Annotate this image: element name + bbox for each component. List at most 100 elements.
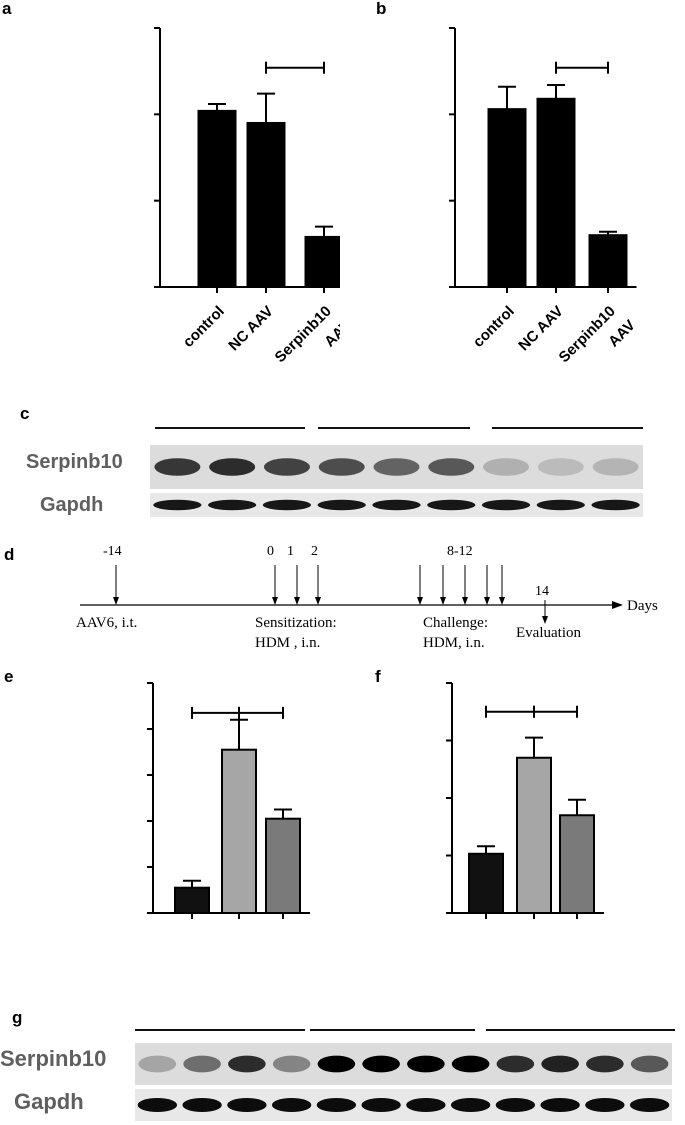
blot-band-target bbox=[496, 1055, 535, 1073]
blot-band-gapdh bbox=[262, 499, 312, 511]
timeline-arrowhead-small bbox=[113, 597, 119, 605]
blot-band-target bbox=[318, 458, 365, 476]
timeline-arrowhead bbox=[612, 601, 623, 609]
blot-band-gapdh bbox=[585, 1097, 625, 1113]
timeline-label-evaluation: Evaluation bbox=[516, 625, 581, 641]
timeline-mark-14: 14 bbox=[535, 584, 549, 599]
blot-band-gapdh bbox=[182, 1097, 222, 1113]
blot-band-target bbox=[451, 1055, 490, 1073]
bar bbox=[468, 852, 504, 914]
blot-band-gapdh bbox=[227, 1097, 267, 1113]
blot-band-gapdh bbox=[540, 1097, 580, 1113]
timeline-mark-2: 2 bbox=[311, 544, 318, 559]
panel-letter-c: c bbox=[20, 404, 29, 423]
blot-band-gapdh bbox=[317, 499, 366, 511]
timeline-arrowhead-small bbox=[484, 597, 490, 605]
blot-band-gapdh bbox=[137, 1097, 178, 1113]
bar bbox=[197, 109, 237, 288]
blot-band-target bbox=[272, 1055, 311, 1073]
blot-band-target bbox=[228, 1055, 266, 1073]
blot-g-row-label-target: Serpinb10 bbox=[0, 1046, 106, 1071]
timeline-mark-0: 0 bbox=[267, 544, 274, 559]
plot-e bbox=[147, 682, 310, 919]
blot-band-gapdh bbox=[406, 1097, 446, 1113]
panel-letter-d: d bbox=[4, 545, 14, 564]
blot-band-gapdh bbox=[481, 499, 531, 511]
bar bbox=[559, 814, 595, 914]
blot-band-gapdh bbox=[629, 1097, 670, 1113]
timeline-arrowhead-small bbox=[417, 597, 423, 605]
blot-band-gapdh bbox=[495, 1097, 536, 1113]
x-tick-label: NC AAV bbox=[225, 303, 277, 355]
x-tick-label: control bbox=[470, 303, 518, 351]
blot-band-target bbox=[537, 458, 584, 476]
bar bbox=[246, 121, 286, 289]
bar bbox=[221, 748, 257, 914]
blot-band-target bbox=[586, 1055, 624, 1073]
timeline-arrows bbox=[113, 565, 548, 624]
blot-c-row-label-gapdh: Gapdh bbox=[40, 494, 103, 516]
bar bbox=[588, 234, 628, 288]
timeline-arrowhead-evaluation bbox=[542, 616, 548, 624]
bar bbox=[174, 886, 210, 914]
blot-band-target bbox=[154, 458, 201, 476]
panel-letter-a: a bbox=[2, 0, 12, 18]
x-tick-label: control bbox=[180, 303, 228, 351]
chart-f: f bbox=[375, 667, 604, 919]
blot-band-gapdh bbox=[271, 1097, 312, 1113]
bar bbox=[516, 756, 552, 914]
blot-band-gapdh bbox=[361, 1097, 401, 1113]
timeline-mark-minus14: -14 bbox=[103, 544, 122, 559]
blot-band-gapdh bbox=[536, 499, 585, 511]
timeline-arrowhead-small bbox=[315, 597, 321, 605]
blot-membrane-target bbox=[135, 1043, 672, 1085]
panel-letter-e: e bbox=[4, 667, 13, 686]
blot-band-target bbox=[373, 458, 420, 476]
timeline-d: d Days -14 0 1 2 8-12 14 AAV6, i.t. Sens… bbox=[4, 544, 658, 651]
blot-c: c Serpinb10 Gapdh bbox=[20, 404, 643, 517]
blot-band-gapdh bbox=[427, 499, 476, 511]
timeline-label-challenge: Challenge: bbox=[423, 615, 488, 631]
blot-band-target bbox=[183, 1055, 221, 1073]
bar bbox=[536, 97, 576, 288]
blot-band-target bbox=[428, 458, 475, 476]
blot-band-gapdh bbox=[450, 1097, 491, 1113]
plot-f bbox=[446, 682, 604, 919]
blot-band-gapdh bbox=[372, 499, 421, 511]
timeline-label-sensitization-hdm: HDM , i.n. bbox=[255, 635, 320, 651]
blot-c-row-label-target: Serpinb10 bbox=[26, 451, 123, 473]
timeline-mark-1: 1 bbox=[287, 544, 294, 559]
blot-band-target bbox=[317, 1055, 356, 1073]
blot-membrane-gapdh bbox=[135, 1089, 672, 1121]
timeline-mark-8-12: 8-12 bbox=[447, 544, 473, 559]
timeline-arrowhead-small bbox=[294, 597, 300, 605]
timeline-axis-label: Days bbox=[627, 598, 658, 614]
blot-band-gapdh bbox=[153, 499, 202, 511]
bar bbox=[265, 817, 301, 914]
panel-letter-b: b bbox=[376, 0, 386, 18]
blot-band-target bbox=[138, 1055, 177, 1073]
blot-band-target bbox=[263, 458, 310, 476]
panel-letter-f: f bbox=[375, 667, 381, 686]
blot-band-target bbox=[483, 458, 530, 476]
bar bbox=[487, 108, 527, 288]
blot-c-lanes bbox=[150, 445, 643, 517]
blot-g-lanes bbox=[135, 1043, 672, 1121]
bar bbox=[304, 235, 340, 288]
timeline-arrowhead-small bbox=[440, 597, 446, 605]
timeline-label-aav: AAV6, i.t. bbox=[76, 615, 137, 631]
blot-band-gapdh bbox=[591, 499, 640, 511]
blot-band-target bbox=[592, 458, 639, 476]
blot-band-target bbox=[541, 1055, 579, 1073]
blot-band-target bbox=[209, 458, 256, 476]
blot-band-target bbox=[630, 1055, 669, 1073]
timeline-arrowhead-small bbox=[462, 597, 468, 605]
blot-g: g Serpinb10 Gapdh bbox=[0, 1008, 675, 1121]
chart-e: e bbox=[4, 667, 310, 919]
timeline-label-challenge-hdm: HDM, i.n. bbox=[423, 635, 485, 651]
blot-g-row-label-gapdh: Gapdh bbox=[14, 1089, 84, 1114]
